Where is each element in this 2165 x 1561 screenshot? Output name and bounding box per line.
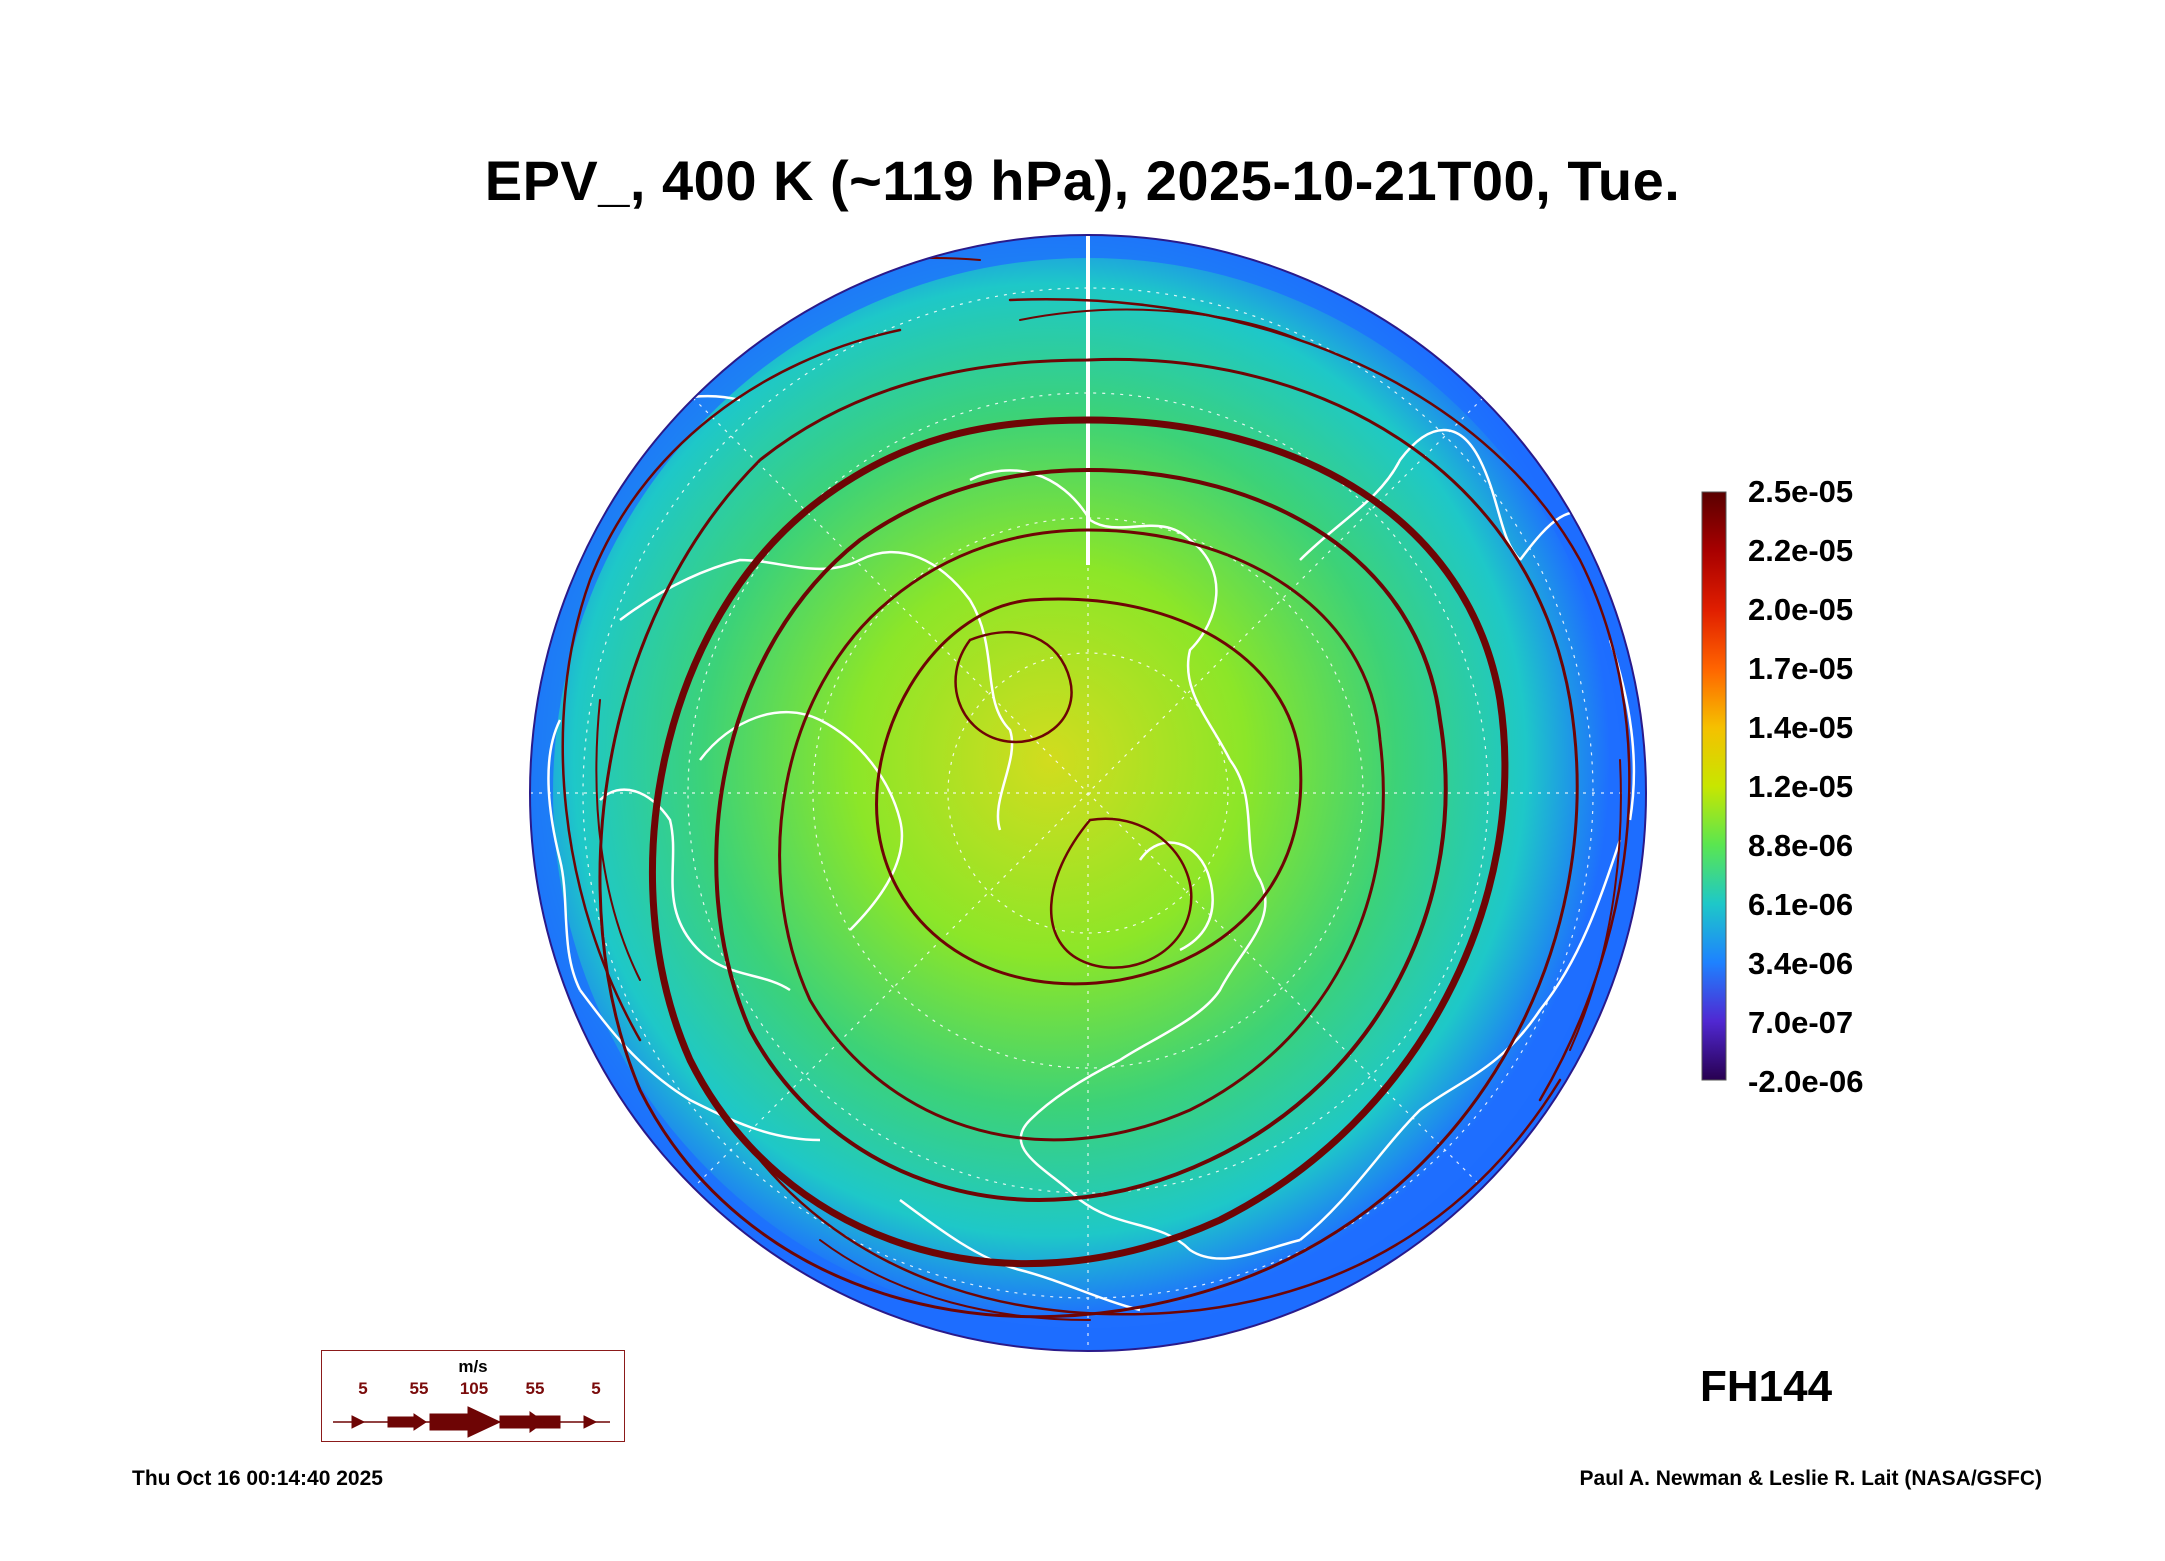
map-title: EPV_, 400 K (~119 hPa), 2025-10-21T00, T… bbox=[484, 149, 1681, 212]
timestamp: Thu Oct 16 00:14:40 2025 bbox=[132, 1467, 383, 1490]
colorbar-label: 1.7e-05 bbox=[1748, 651, 1854, 686]
colorbar-label: 2.0e-05 bbox=[1748, 592, 1854, 627]
wind-speed-legend: m/s 5 55 105 55 5 bbox=[321, 1350, 625, 1442]
wind-legend-speed: 5 bbox=[358, 1379, 368, 1398]
wind-legend-speed: 5 bbox=[591, 1379, 601, 1398]
graticule bbox=[530, 235, 1646, 1351]
colorbar-label: 6.1e-06 bbox=[1748, 887, 1854, 922]
colorbar-label: 8.8e-06 bbox=[1748, 828, 1854, 863]
wind-legend-unit: m/s bbox=[458, 1357, 488, 1376]
forecast-hour: FH144 bbox=[1700, 1362, 1833, 1411]
colorbar bbox=[1701, 491, 1727, 1081]
colorbar-label: -2.0e-06 bbox=[1748, 1064, 1864, 1099]
colorbar-label: 1.4e-05 bbox=[1748, 710, 1854, 745]
colorbar-label: 3.4e-06 bbox=[1748, 946, 1854, 981]
coastlines bbox=[547, 394, 1636, 1312]
credit: Paul A. Newman & Leslie R. Lait (NASA/GS… bbox=[1579, 1467, 2042, 1490]
globe-outline bbox=[529, 234, 1647, 1352]
wind-legend-speed: 55 bbox=[409, 1379, 429, 1398]
wind-legend-arrow bbox=[333, 1406, 610, 1438]
wind-legend-speed: 55 bbox=[525, 1379, 545, 1398]
wind-legend-speed: 105 bbox=[459, 1379, 489, 1398]
colorbar-label: 2.5e-05 bbox=[1748, 474, 1854, 509]
colorbar-label: 2.2e-05 bbox=[1748, 533, 1854, 568]
colorbar-label: 1.2e-05 bbox=[1748, 769, 1854, 804]
colorbar-label: 7.0e-07 bbox=[1748, 1005, 1854, 1040]
